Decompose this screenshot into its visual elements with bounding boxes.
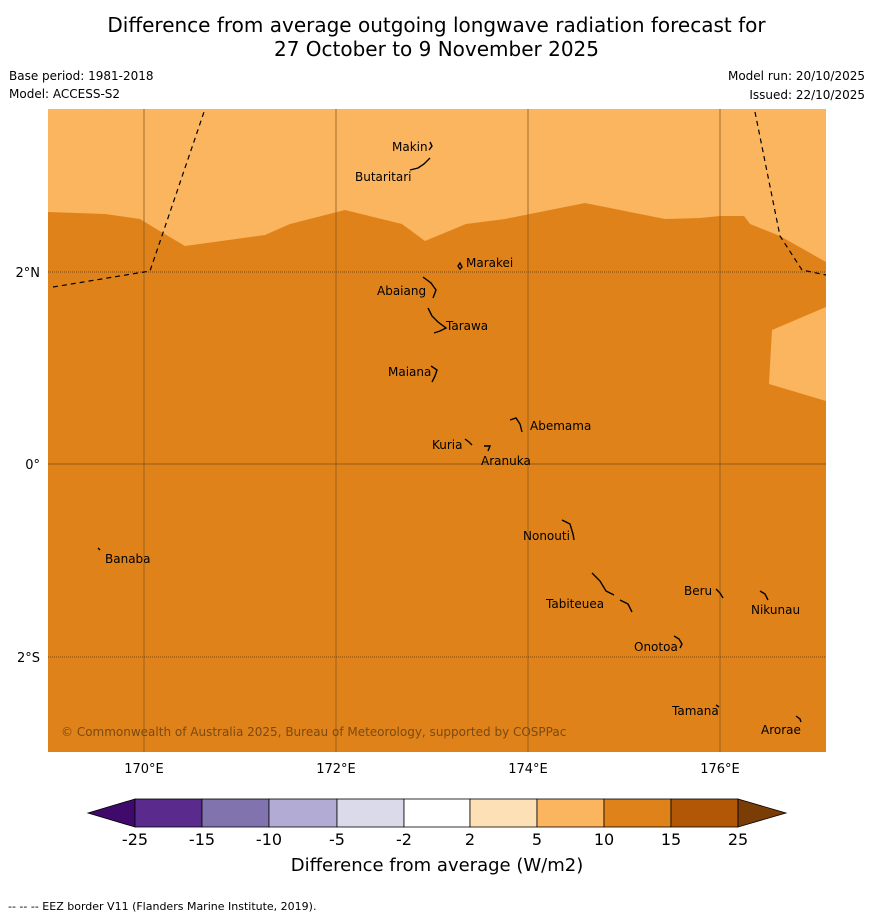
colorbar-label-10: 25 (728, 830, 748, 849)
colorbar-label-5: -2 (396, 830, 412, 849)
marakei-island (457, 261, 463, 271)
colorbar-extend-high (737, 798, 788, 828)
colorbar (86, 798, 788, 828)
anomaly-5-10-region-east (769, 307, 826, 401)
anomaly-5-10-region-north (48, 109, 826, 262)
colorbar-swatch-9 (670, 798, 739, 828)
eez-footnote: -- -- -- EEZ border V11 (Flanders Marine… (8, 900, 317, 913)
colorbar-title: Difference from average (W/m2) (291, 855, 583, 876)
latitude-ticks: 2°N 0° 2°S (16, 266, 41, 666)
eez-border (52, 109, 826, 288)
label-makin: Makin (392, 140, 428, 154)
colorbar-label-4: -5 (329, 830, 345, 849)
tabiteuea-island (591, 572, 633, 613)
place-labels: Makin Butaritari Marakei Abaiang Tarawa … (105, 140, 801, 737)
nonouti-island (561, 519, 575, 541)
label-aranuka: Aranuka (481, 454, 531, 468)
label-arorae: Arorae (761, 723, 801, 737)
label-tamana: Tamana (671, 704, 719, 718)
onotoa-island (673, 635, 683, 649)
island-outlines (97, 141, 802, 723)
tick-170e: 170°E (124, 762, 164, 777)
label-tarawa: Tarawa (445, 319, 488, 333)
colorbar-swatch-7 (536, 798, 605, 828)
colorbar-label-8: 10 (594, 830, 614, 849)
label-tabiteuea: Tabiteuea (545, 597, 604, 611)
base-period: Base period: 1981-2018 (9, 69, 154, 83)
arorae-island (795, 715, 802, 723)
tick-0: 0° (25, 458, 40, 473)
copyright-notice: © Commonwealth of Australia 2025, Bureau… (61, 725, 566, 739)
colorbar-label-1: -25 (122, 830, 148, 849)
nikunau-island (759, 590, 769, 601)
colorbar-label-9: 15 (661, 830, 681, 849)
label-onotoa: Onotoa (634, 640, 678, 654)
label-abemama: Abemama (530, 419, 591, 433)
colorbar-swatch-4 (336, 798, 405, 828)
colorbar-label-7: 5 (532, 830, 542, 849)
abemama-island (509, 417, 523, 433)
model-name: Model: ACCESS-S2 (9, 87, 121, 101)
tick-172e: 172°E (316, 762, 356, 777)
banaba-island (97, 547, 101, 551)
colorbar-extend-low (86, 798, 136, 828)
colorbar-swatch-8 (603, 798, 672, 828)
tick-2s: 2°S (17, 651, 40, 666)
tick-2n: 2°N (16, 266, 41, 281)
maiana-island (430, 365, 438, 383)
makin-island (428, 141, 433, 151)
graticule (48, 109, 826, 752)
label-marakei: Marakei (466, 256, 513, 270)
tarawa-island (427, 307, 448, 334)
label-abaiang: Abaiang (377, 284, 426, 298)
label-nonouti: Nonouti (523, 529, 570, 543)
colorbar-swatch-3 (268, 798, 338, 828)
colorbar-swatch-1 (134, 798, 203, 828)
aranuka-island (484, 445, 492, 452)
tamana-island (715, 704, 720, 708)
map-title-line-2: 27 October to 9 November 2025 (273, 37, 600, 61)
beru-island (715, 588, 724, 599)
colorbar-labels: -25 -15 -10 -5 -2 2 5 10 15 25 (122, 830, 748, 849)
colorbar-swatch-6 (469, 798, 538, 828)
colorbar-label-3: -10 (256, 830, 282, 849)
tick-176e: 176°E (700, 762, 740, 777)
colorbar-swatch-2 (201, 798, 270, 828)
butaritari-island (409, 157, 431, 171)
map-title-line-1: Difference from average outgoing longwav… (107, 13, 766, 37)
abaiang-island (422, 276, 437, 299)
label-butaritari: Butaritari (355, 170, 412, 184)
colorbar-label-2: -15 (189, 830, 215, 849)
colorbar-label-6: 2 (465, 830, 475, 849)
label-banaba: Banaba (105, 552, 151, 566)
anomaly-5-10-region-corner (48, 109, 130, 120)
issued-date: Issued: 22/10/2025 (749, 88, 865, 102)
label-beru: Beru (684, 584, 712, 598)
map-area: Makin Butaritari Marakei Abaiang Tarawa … (48, 109, 826, 752)
label-maiana: Maiana (388, 365, 431, 379)
label-kuria: Kuria (432, 438, 463, 452)
colorbar-swatch-5 (403, 798, 471, 828)
tick-174e: 174°E (508, 762, 548, 777)
longitude-ticks: 170°E 172°E 174°E 176°E (124, 762, 740, 777)
kuria-island (464, 438, 473, 446)
label-nikunau: Nikunau (751, 603, 800, 617)
model-run: Model run: 20/10/2025 (727, 69, 865, 83)
